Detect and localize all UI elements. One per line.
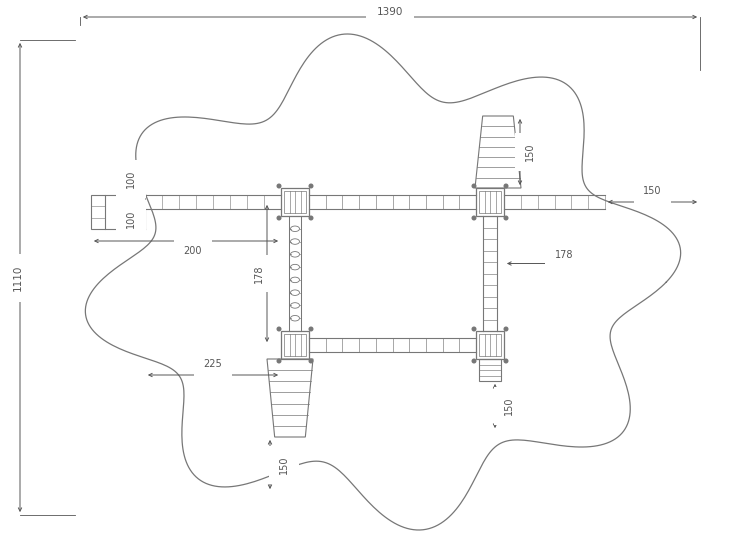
- Text: 150: 150: [504, 397, 514, 415]
- Text: 150: 150: [644, 186, 662, 196]
- Bar: [284, 191, 306, 213]
- Text: 178: 178: [254, 264, 264, 283]
- Text: 150: 150: [525, 143, 535, 161]
- Circle shape: [277, 184, 281, 188]
- Text: 100: 100: [126, 170, 136, 188]
- Circle shape: [277, 327, 281, 331]
- Circle shape: [309, 216, 313, 220]
- Bar: [479, 191, 501, 213]
- Bar: [281, 188, 309, 216]
- Bar: [476, 188, 504, 216]
- Bar: [91, 195, 105, 229]
- Bar: [479, 334, 501, 356]
- Text: 200: 200: [184, 246, 202, 256]
- Circle shape: [472, 184, 476, 188]
- Text: 1110: 1110: [13, 265, 23, 291]
- Circle shape: [504, 359, 508, 363]
- Circle shape: [504, 327, 508, 331]
- Text: 178: 178: [555, 250, 573, 261]
- Text: 100: 100: [126, 210, 136, 228]
- Circle shape: [472, 327, 476, 331]
- Circle shape: [504, 184, 508, 188]
- Text: 1390: 1390: [377, 7, 403, 17]
- Circle shape: [277, 359, 281, 363]
- Circle shape: [309, 327, 313, 331]
- Bar: [284, 334, 306, 356]
- Text: 225: 225: [204, 359, 222, 369]
- Text: 150: 150: [279, 456, 289, 474]
- Circle shape: [309, 184, 313, 188]
- Circle shape: [472, 216, 476, 220]
- Circle shape: [277, 216, 281, 220]
- Circle shape: [309, 359, 313, 363]
- Bar: [476, 331, 504, 359]
- Bar: [281, 331, 309, 359]
- Circle shape: [472, 359, 476, 363]
- Bar: [479, 359, 501, 381]
- Circle shape: [504, 216, 508, 220]
